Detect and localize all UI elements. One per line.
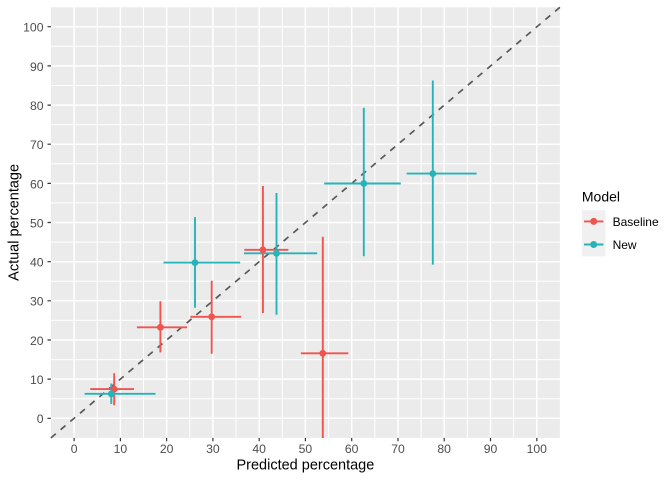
- svg-text:40: 40: [30, 256, 44, 270]
- svg-text:New: New: [613, 238, 637, 252]
- svg-text:70: 70: [391, 442, 405, 456]
- svg-text:30: 30: [206, 442, 220, 456]
- svg-text:50: 50: [30, 216, 44, 230]
- svg-text:90: 90: [30, 60, 44, 74]
- svg-text:80: 80: [30, 99, 44, 113]
- svg-text:100: 100: [23, 21, 44, 35]
- svg-text:Baseline: Baseline: [613, 215, 659, 229]
- svg-text:Predicted percentage: Predicted percentage: [236, 457, 374, 473]
- svg-text:50: 50: [299, 442, 313, 456]
- svg-text:Actual percentage: Actual percentage: [7, 164, 23, 281]
- svg-text:40: 40: [252, 442, 266, 456]
- svg-text:90: 90: [484, 442, 498, 456]
- svg-text:Model: Model: [582, 189, 620, 205]
- svg-text:60: 60: [345, 442, 359, 456]
- svg-text:0: 0: [37, 412, 44, 426]
- svg-text:10: 10: [30, 373, 44, 387]
- svg-text:0: 0: [71, 442, 78, 456]
- svg-text:20: 20: [160, 442, 174, 456]
- svg-text:100: 100: [527, 442, 548, 456]
- svg-text:70: 70: [30, 138, 44, 152]
- svg-text:10: 10: [114, 442, 128, 456]
- svg-text:60: 60: [30, 177, 44, 191]
- svg-text:30: 30: [30, 295, 44, 309]
- svg-text:20: 20: [30, 334, 44, 348]
- svg-text:80: 80: [437, 442, 451, 456]
